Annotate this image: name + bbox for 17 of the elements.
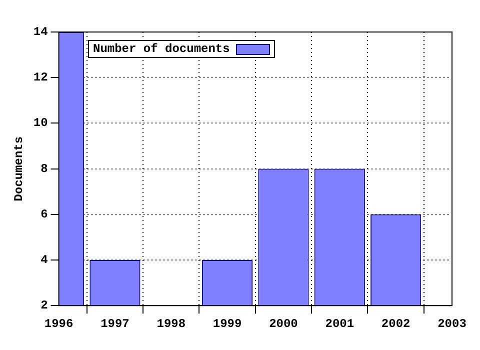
y-tick-label: 2	[40, 298, 48, 313]
x-tick-label: 2002	[381, 316, 410, 331]
x-tick-label: 1997	[100, 316, 130, 331]
y-tick-label: 10	[33, 116, 48, 130]
y-tick-label: 8	[40, 162, 48, 176]
x-tick-label: 1999	[212, 316, 242, 331]
y-tick-label: 4	[40, 253, 48, 268]
y-axis-title: Documents	[12, 136, 26, 202]
y-tick-label: 14	[33, 25, 48, 40]
y-tick-label: 12	[33, 70, 48, 85]
x-tick-label: 2001	[325, 316, 354, 331]
x-tick-label: 1998	[156, 316, 186, 331]
legend-label: Number of documents	[93, 42, 230, 56]
y-tick-label: 6	[40, 207, 48, 222]
x-tick-label: 1996	[44, 316, 74, 331]
x-tick-label: 2000	[269, 316, 298, 331]
x-tick-label: 2003	[438, 316, 466, 331]
